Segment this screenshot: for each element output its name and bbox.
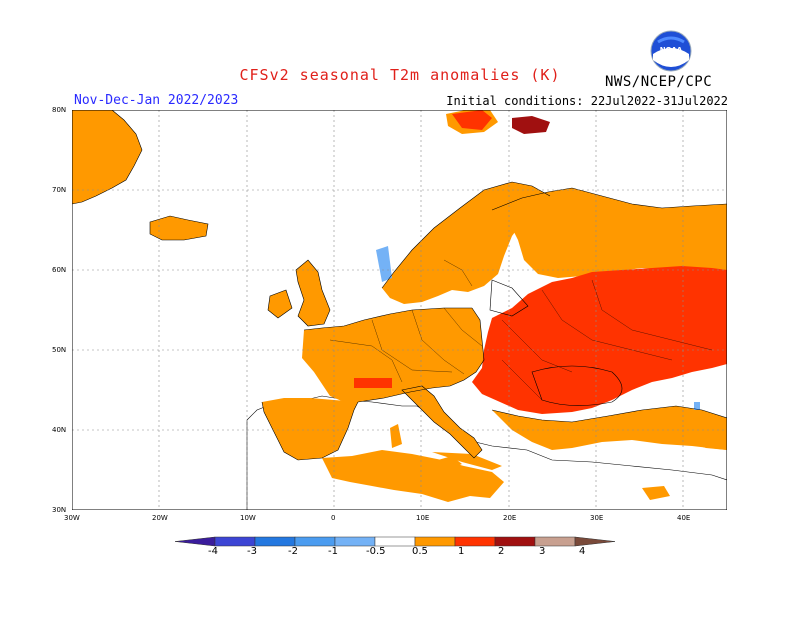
lat-label: 60N (52, 266, 67, 274)
colorbar-segment (294, 536, 336, 547)
anomaly-orange (72, 110, 727, 502)
gridlines (72, 110, 727, 510)
coastlines (72, 110, 727, 461)
colorbar-label: 1 (458, 546, 465, 557)
colorbar-label: 3 (539, 546, 546, 557)
colorbar-segment (374, 536, 416, 547)
lat-label: 40N (52, 426, 67, 434)
colorbar-segment (414, 536, 456, 547)
lon-label: 10E (416, 514, 430, 522)
colorbar-label: -3 (247, 546, 257, 557)
colorbar-label: 4 (579, 546, 586, 557)
colorbar (174, 536, 616, 547)
lon-label: 0 (331, 514, 336, 522)
forecast-period: Nov-Dec-Jan 2022/2023 (74, 93, 239, 108)
map-title: CFSv2 seasonal T2m anomalies (K) (239, 66, 561, 84)
lon-label: 20W (152, 514, 168, 522)
anomaly-red (354, 110, 727, 414)
anomaly-map (72, 110, 727, 510)
colorbar-segment (214, 536, 256, 547)
colorbar-label: 2 (498, 546, 505, 557)
agency-label: NWS/NCEP/CPC (605, 74, 713, 90)
colorbar-segment (534, 536, 576, 547)
lat-label: 80N (52, 106, 67, 114)
lat-label: 50N (52, 346, 67, 354)
lon-label: 20E (503, 514, 517, 522)
noaa-logo-icon: NOAA (650, 30, 692, 72)
lon-label: 30W (64, 514, 80, 522)
colorbar-segment (494, 536, 536, 547)
colorbar-segment (254, 536, 296, 547)
svg-text:NOAA: NOAA (660, 46, 683, 54)
colorbar-arrow-right (574, 536, 616, 547)
colorbar-label: 0.5 (412, 546, 428, 557)
lon-label: 30E (590, 514, 604, 522)
lon-label: 10W (240, 514, 256, 522)
colorbar-label: -0.5 (366, 546, 386, 557)
lat-label: 30N (52, 506, 67, 514)
anomaly-cool (376, 246, 700, 410)
colorbar-arrow-left (174, 536, 216, 547)
colorbar-segment (334, 536, 376, 547)
colorbar-label: -4 (208, 546, 218, 557)
colorbar-segment (454, 536, 496, 547)
colorbar-label: -1 (328, 546, 338, 557)
lon-label: 40E (677, 514, 691, 522)
colorbar-label: -2 (288, 546, 298, 557)
initial-conditions: Initial conditions: 22Jul2022-31Jul2022 (446, 94, 728, 108)
anomaly-darkred (512, 116, 550, 134)
lat-label: 70N (52, 186, 67, 194)
